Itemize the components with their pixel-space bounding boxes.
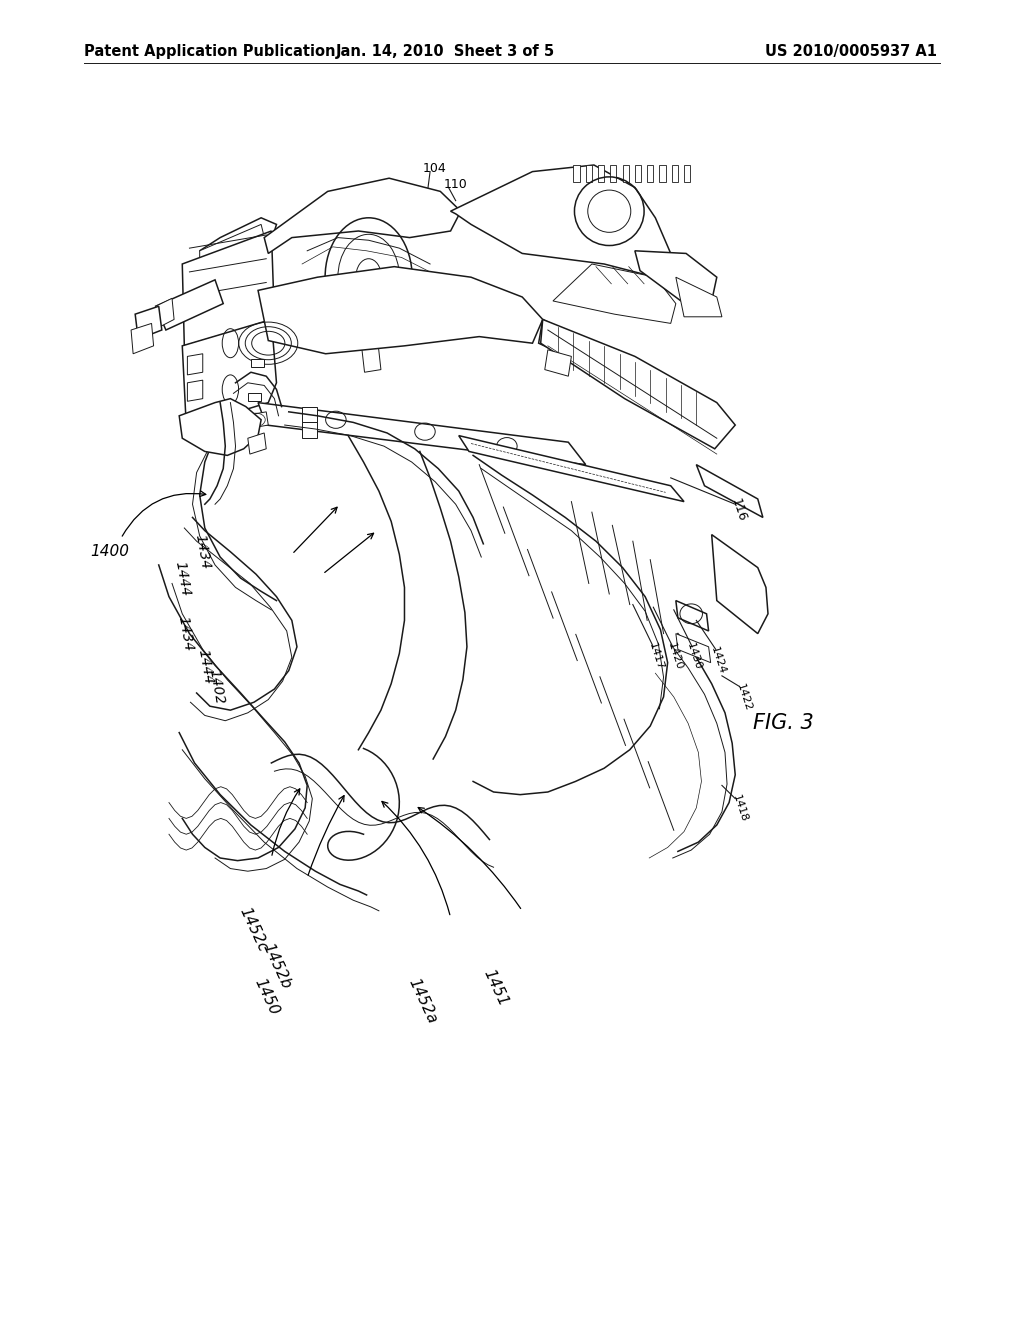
Polygon shape — [251, 359, 264, 367]
Polygon shape — [244, 412, 268, 429]
Polygon shape — [586, 165, 592, 182]
Polygon shape — [360, 333, 381, 372]
Polygon shape — [302, 407, 317, 422]
Polygon shape — [258, 267, 543, 354]
Polygon shape — [248, 433, 266, 454]
Text: 1452b: 1452b — [259, 941, 294, 991]
Text: 1434: 1434 — [193, 533, 213, 570]
Polygon shape — [712, 535, 768, 634]
Text: 1452a: 1452a — [406, 977, 440, 1027]
Polygon shape — [545, 350, 571, 376]
Text: Jan. 14, 2010  Sheet 3 of 5: Jan. 14, 2010 Sheet 3 of 5 — [336, 44, 555, 58]
Polygon shape — [676, 601, 709, 631]
Polygon shape — [135, 306, 162, 339]
Text: 1451: 1451 — [480, 968, 511, 1008]
Text: 1422: 1422 — [734, 682, 753, 713]
Polygon shape — [623, 165, 629, 182]
Text: 1434: 1434 — [175, 615, 196, 652]
Polygon shape — [451, 165, 671, 277]
Polygon shape — [187, 380, 203, 401]
Text: 1430: 1430 — [685, 642, 703, 671]
Text: 1420: 1420 — [666, 642, 684, 672]
Text: 110: 110 — [443, 178, 467, 191]
Polygon shape — [187, 354, 203, 375]
Polygon shape — [302, 422, 317, 438]
Polygon shape — [598, 165, 604, 182]
Text: US 2010/0005937 A1: US 2010/0005937 A1 — [765, 44, 937, 58]
Polygon shape — [264, 178, 461, 253]
Text: FIG. 3: FIG. 3 — [753, 713, 813, 734]
Text: 1424: 1424 — [709, 645, 727, 676]
Text: 1450: 1450 — [251, 977, 282, 1018]
Text: 1418: 1418 — [730, 793, 749, 824]
Polygon shape — [659, 165, 666, 182]
Text: 116: 116 — [729, 496, 749, 524]
Ellipse shape — [356, 259, 381, 296]
Polygon shape — [248, 393, 261, 401]
Polygon shape — [200, 218, 276, 264]
Polygon shape — [553, 264, 676, 323]
Text: 1444: 1444 — [172, 560, 193, 597]
Polygon shape — [635, 251, 717, 301]
Text: 1417: 1417 — [646, 642, 665, 672]
Polygon shape — [676, 277, 722, 317]
Polygon shape — [539, 319, 586, 363]
Polygon shape — [684, 165, 690, 182]
Polygon shape — [182, 231, 274, 346]
Polygon shape — [200, 224, 268, 277]
Polygon shape — [573, 165, 580, 182]
Polygon shape — [131, 323, 154, 354]
Polygon shape — [179, 399, 261, 455]
Polygon shape — [647, 165, 653, 182]
Polygon shape — [541, 319, 735, 449]
Text: Patent Application Publication: Patent Application Publication — [84, 44, 336, 58]
Polygon shape — [258, 403, 586, 465]
Polygon shape — [156, 280, 223, 330]
Text: 1444: 1444 — [196, 648, 216, 685]
Text: 104: 104 — [423, 162, 446, 176]
Text: 1400: 1400 — [90, 544, 129, 560]
Polygon shape — [182, 319, 276, 428]
Polygon shape — [696, 465, 763, 517]
Polygon shape — [156, 298, 174, 327]
Polygon shape — [672, 165, 678, 182]
Polygon shape — [610, 165, 616, 182]
Text: 1402: 1402 — [206, 668, 226, 705]
Polygon shape — [635, 165, 641, 182]
Text: 1452c: 1452c — [237, 906, 270, 954]
Polygon shape — [459, 436, 684, 502]
Polygon shape — [676, 634, 711, 663]
